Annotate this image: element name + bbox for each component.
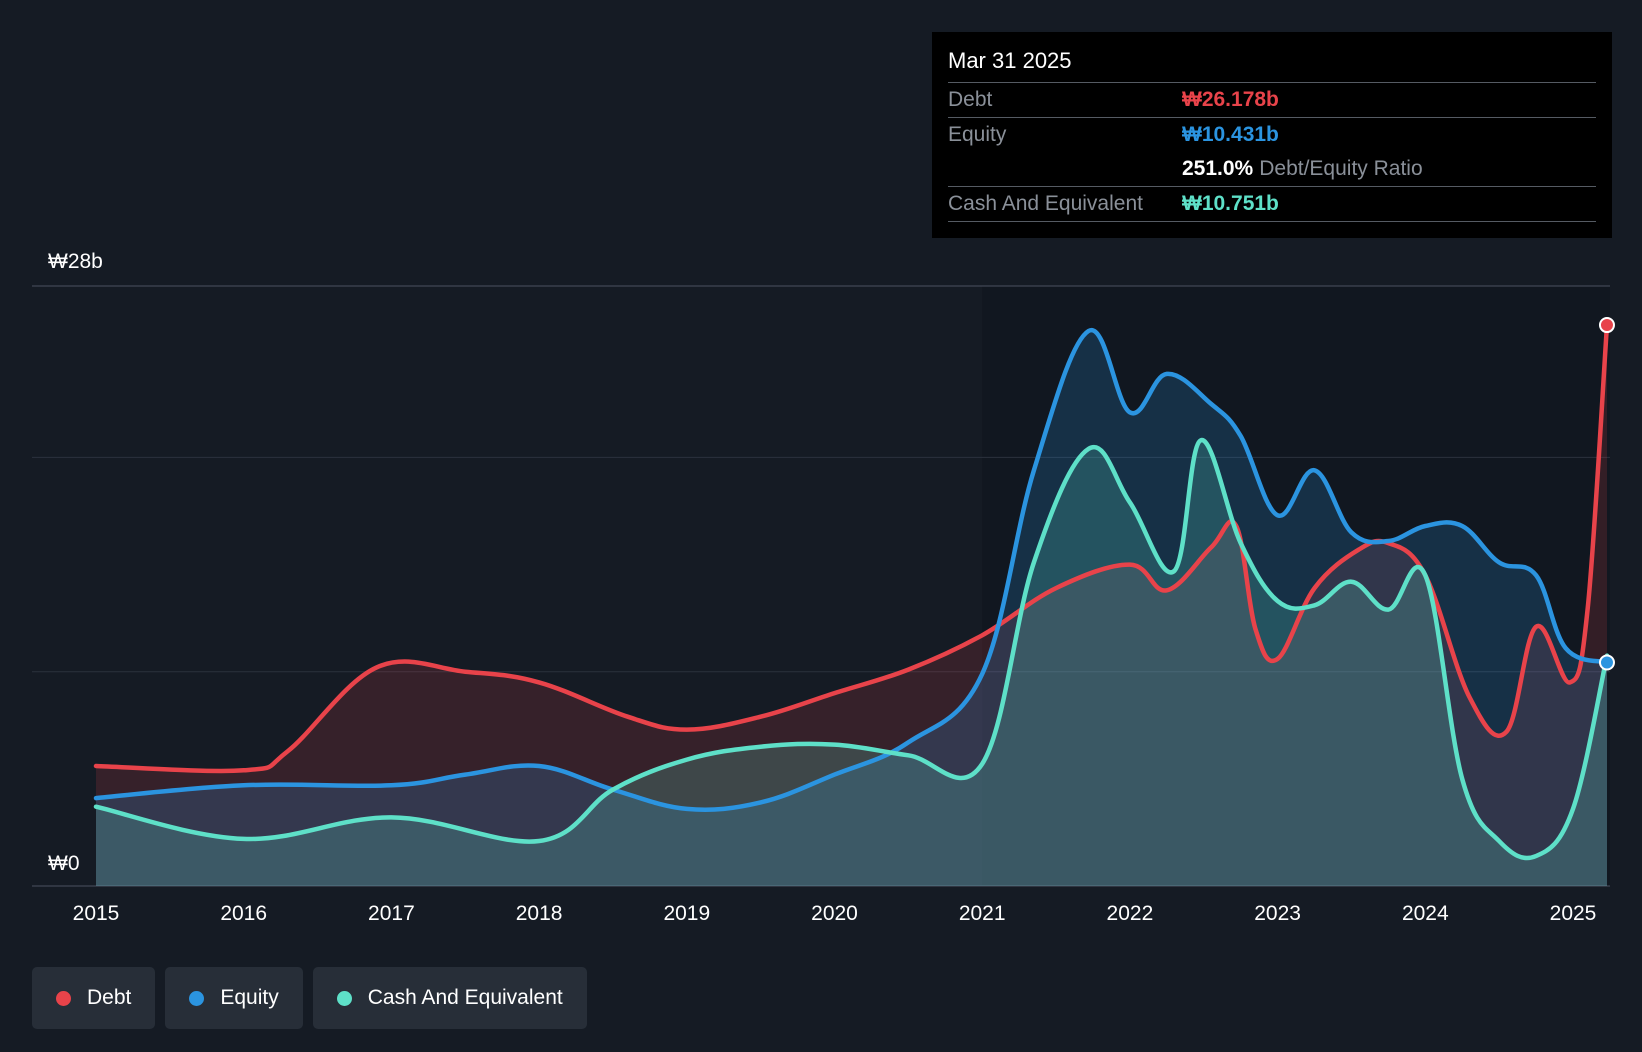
- legend-item-equity[interactable]: Equity: [165, 967, 303, 1029]
- recent-period-band: [982, 286, 1610, 886]
- y-axis-max-label: ₩28b: [48, 250, 103, 273]
- debt-end-marker[interactable]: [1598, 317, 1615, 334]
- x-tick-label: 2025: [1550, 902, 1597, 925]
- x-tick-label: 2016: [220, 902, 267, 925]
- x-tick-label: 2023: [1254, 902, 1301, 925]
- tooltip-cash-label: Cash And Equivalent: [948, 192, 1143, 215]
- tooltip-debt-label: Debt: [948, 88, 993, 111]
- x-tick-label: 2015: [73, 902, 120, 925]
- tooltip-cash-row: Cash And Equivalent ₩10.751b: [948, 187, 1596, 222]
- x-axis: 2015 2016 2017 2018 2019 2020 2021 2022 2023 2024…: [73, 902, 1597, 925]
- tooltip-equity-row: Equity ₩10.431b: [948, 118, 1596, 152]
- x-tick-label: 2022: [1107, 902, 1154, 925]
- series-lines: [93, 322, 1610, 861]
- tooltip-panel: Mar 31 2025 Debt ₩26.178b Equity ₩10.431…: [932, 32, 1612, 238]
- legend-item-cash[interactable]: Cash And Equivalent: [312, 967, 587, 1029]
- cash-and-equivalent-line: [93, 438, 1610, 861]
- tooltip-ratio-label: Debt/Equity Ratio: [1259, 157, 1423, 180]
- cash-and-equivalent-area: [96, 440, 1607, 886]
- debt-line: [93, 322, 1610, 774]
- tooltip-ratio-value: 251.0%: [1182, 157, 1254, 180]
- series-areas: [96, 325, 1607, 887]
- tooltip-equity-label: Equity: [948, 123, 1007, 146]
- debt-dot-icon: [56, 990, 71, 1006]
- equity-end-marker[interactable]: [1598, 654, 1615, 671]
- tooltip-date: Mar 31 2025: [948, 46, 1596, 83]
- tooltip-ratio-row: 251.0% Debt/Equity Ratio: [948, 152, 1596, 187]
- legend-item-debt[interactable]: Debt: [32, 967, 156, 1029]
- cash-dot-icon: [336, 990, 352, 1006]
- x-tick-label: 2017: [368, 902, 415, 925]
- equity-dot-icon: [189, 990, 205, 1006]
- x-tick-label: 2018: [516, 902, 563, 925]
- legend-cash-label: Cash And Equivalent: [367, 986, 563, 1009]
- tooltip-cash-value: ₩10.751b: [1182, 192, 1279, 215]
- tooltip-debt-value: ₩26.178b: [1182, 88, 1279, 111]
- x-tick-label: 2021: [959, 902, 1006, 925]
- equity-area: [96, 330, 1607, 887]
- end-markers: [1598, 317, 1615, 671]
- debt-area: [96, 325, 1607, 886]
- legend-equity-label: Equity: [220, 986, 279, 1009]
- x-tick-label: 2019: [663, 902, 710, 925]
- grid-lines: [32, 285, 1610, 887]
- tooltip-debt-row: Debt ₩26.178b: [948, 83, 1596, 118]
- x-tick-label: 2024: [1402, 902, 1449, 925]
- equity-line: [93, 328, 1610, 812]
- legend-debt-label: Debt: [87, 986, 132, 1009]
- legend: Debt Equity Cash And Equivalent: [32, 967, 587, 1029]
- y-axis-min-label: ₩0: [48, 852, 80, 875]
- x-tick-label: 2020: [811, 902, 858, 925]
- tooltip-equity-value: ₩10.431b: [1182, 123, 1279, 146]
